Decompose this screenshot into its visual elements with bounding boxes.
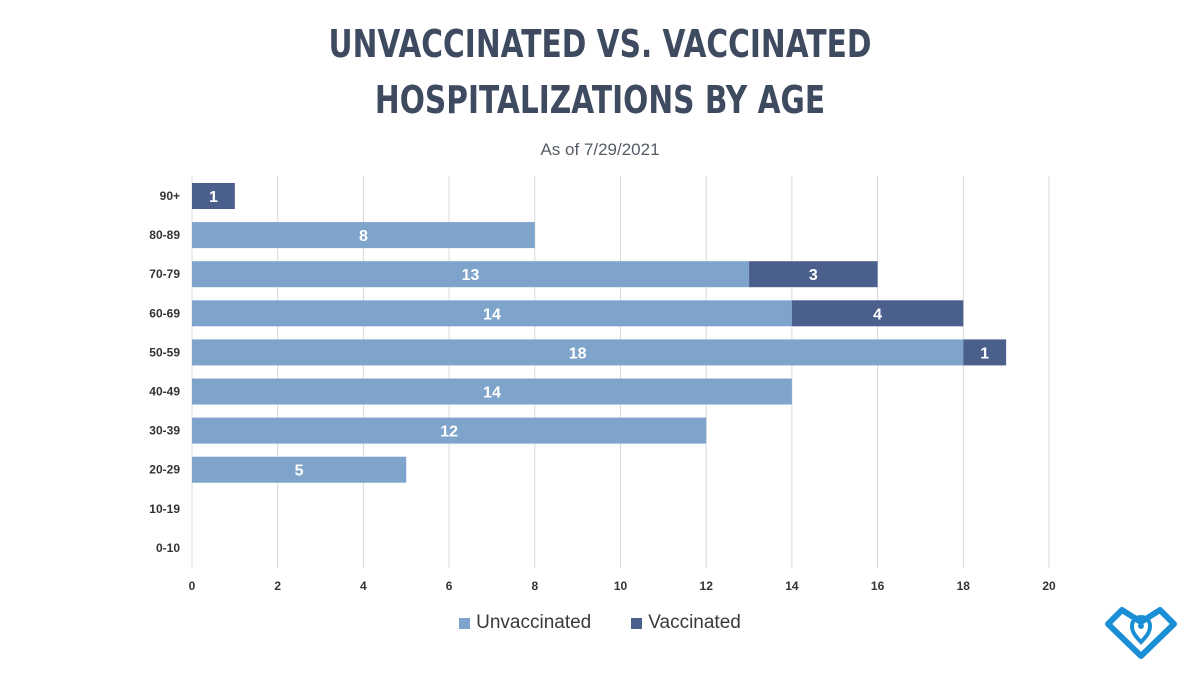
legend-item-vaccinated: Vaccinated (631, 612, 741, 634)
bars (192, 183, 1007, 483)
data-label: 8 (359, 228, 368, 245)
y-category-label: 30-39 (149, 424, 180, 438)
x-tick-label: 12 (700, 579, 714, 593)
chart-title-line-1: UNVACCINATED VS. VACCINATED (328, 22, 872, 66)
chart-subtitle: As of 7/29/2021 (540, 140, 660, 159)
y-category-label: 40-49 (149, 385, 180, 399)
data-label: 18 (569, 345, 587, 362)
y-category-label: 80-89 (149, 228, 180, 242)
y-category-label: 50-59 (149, 345, 180, 359)
data-label: 1 (980, 345, 989, 362)
bar-unvaccinated (192, 261, 750, 288)
x-tick-label: 10 (614, 579, 628, 593)
bar-vaccinated (791, 300, 964, 327)
data-label: 12 (440, 424, 458, 441)
y-category-label: 10-19 (149, 502, 180, 516)
bar-unvaccinated (192, 378, 792, 405)
x-tick-label: 18 (957, 579, 971, 593)
legend-label-vaccinated: Vaccinated (648, 612, 741, 633)
data-label: 14 (483, 306, 501, 323)
data-label: 1 (209, 189, 218, 206)
grid-lines (191, 176, 1050, 568)
legend-swatch-vaccinated (631, 617, 643, 629)
legend-swatch-unvaccinated (459, 617, 471, 629)
bar-unvaccinated (192, 417, 707, 444)
heart-location-logo-icon (1105, 607, 1177, 659)
legend-label-unvaccinated: Unvaccinated (476, 612, 592, 633)
bar-vaccinated (749, 261, 878, 288)
data-label: 14 (483, 385, 501, 402)
bar-unvaccinated (192, 456, 407, 483)
data-label: 4 (873, 306, 882, 323)
legend-item-unvaccinated: Unvaccinated (459, 612, 591, 634)
x-tick-label: 4 (360, 579, 367, 593)
data-label: 3 (809, 267, 818, 284)
x-tick-label: 0 (189, 579, 196, 593)
chart-title: UNVACCINATED VS. VACCINATED HOSPITALIZAT… (132, 16, 1068, 128)
y-category-label: 0-10 (156, 541, 180, 555)
data-label: 13 (462, 267, 480, 284)
y-category-label: 20-29 (149, 463, 180, 477)
bar-unvaccinated (192, 222, 535, 249)
x-tick-label: 6 (446, 579, 453, 593)
y-category-label: 90+ (160, 189, 180, 203)
x-tick-label: 2 (274, 579, 281, 593)
x-tick-label: 8 (531, 579, 538, 593)
chart-title-line-2: HOSPITALIZATIONS BY AGE (374, 78, 826, 122)
x-tick-label: 14 (785, 579, 799, 593)
y-category-label: 60-69 (149, 306, 180, 320)
x-tick-label: 20 (1042, 579, 1056, 593)
bar-vaccinated (192, 183, 235, 209)
x-tick-label: 16 (871, 579, 885, 593)
bar-unvaccinated (192, 339, 964, 366)
bar-vaccinated (963, 339, 1007, 366)
y-category-label: 70-79 (149, 267, 180, 281)
legend: Unvaccinated Vaccinated (0, 612, 1200, 634)
bar-unvaccinated (192, 300, 792, 327)
data-label: 5 (295, 463, 304, 480)
